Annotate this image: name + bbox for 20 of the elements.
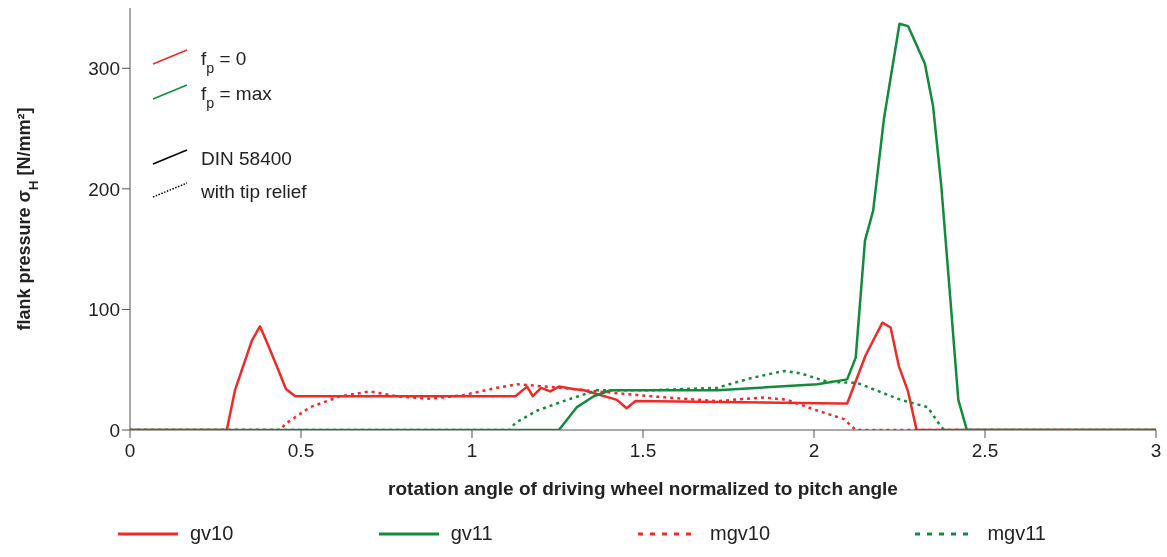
- x-tick-label: 0: [124, 440, 136, 462]
- legend-label: gv11: [450, 522, 493, 545]
- y-tick-label: 300: [88, 58, 120, 80]
- x-tick-label: 1.5: [629, 440, 657, 462]
- legend-label: mgv10: [710, 522, 771, 545]
- x-tick-label: 2: [808, 440, 820, 462]
- annotation: f$_{p}$ = 0: [201, 48, 247, 76]
- x-tick-label: 0.5: [287, 440, 315, 462]
- x-tick-label: 1: [466, 440, 478, 462]
- x-tick-label: 3: [1150, 440, 1162, 462]
- y-tick-label: 100: [88, 299, 120, 321]
- y-tick-label: 200: [88, 178, 120, 200]
- x-axis-title: rotation angle of driving wheel normalized to pitch angle: [388, 478, 898, 500]
- y-tick-label: 0: [109, 419, 120, 441]
- x-tick-label: 2.5: [971, 440, 999, 462]
- legend-label: gv10: [190, 522, 234, 545]
- annotation: DIN 58400: [201, 148, 292, 169]
- legend-label: mgv11: [987, 522, 1046, 545]
- annotation: with tip relief: [200, 181, 308, 202]
- annotation: f$_{p}$ = max: [201, 83, 273, 111]
